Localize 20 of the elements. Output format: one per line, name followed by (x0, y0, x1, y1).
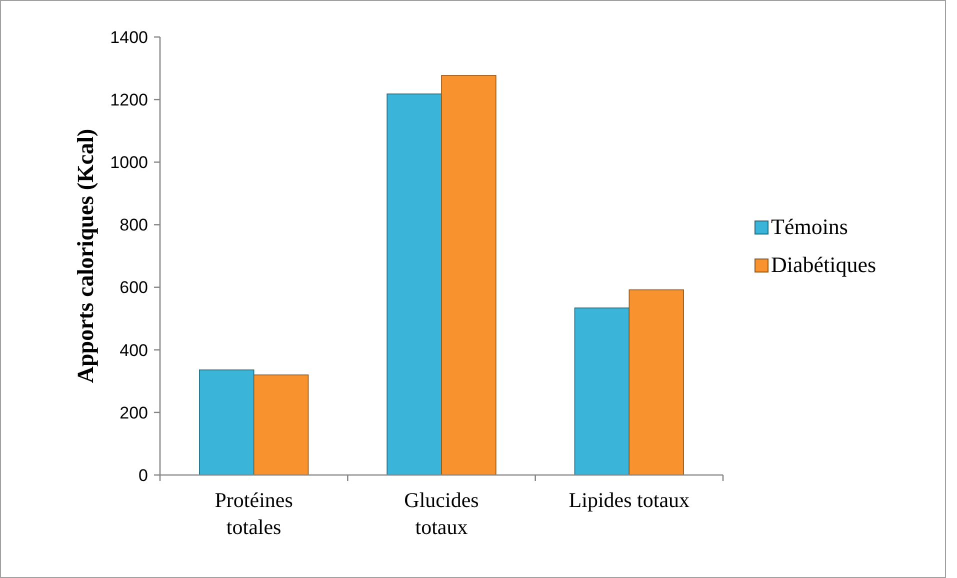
y-tick-label: 1000 (110, 153, 148, 172)
y-tick-label: 400 (120, 340, 148, 360)
x-tick-label: Protéines totales (214, 488, 293, 539)
bar (441, 75, 496, 476)
y-tick-label: 1200 (110, 90, 148, 110)
bar (386, 94, 442, 476)
bar (253, 374, 309, 476)
bar (199, 369, 254, 476)
bar (574, 308, 630, 476)
x-tick-label: Lipides totaux (568, 488, 690, 512)
bar (628, 289, 684, 476)
y-tick-label: 0 (138, 466, 148, 485)
y-tick-label: 200 (120, 403, 148, 422)
legend-label: Diabétiques (771, 252, 876, 278)
y-tick-label: 600 (120, 278, 148, 298)
y-tick-label: 800 (120, 216, 148, 235)
y-tick-label: 1400 (110, 28, 148, 47)
y-axis-title: Apports caloriques (Kcal) (73, 128, 98, 384)
x-tick-label: Glucides totaux (404, 488, 479, 539)
legend-label: Témoins (771, 214, 848, 240)
